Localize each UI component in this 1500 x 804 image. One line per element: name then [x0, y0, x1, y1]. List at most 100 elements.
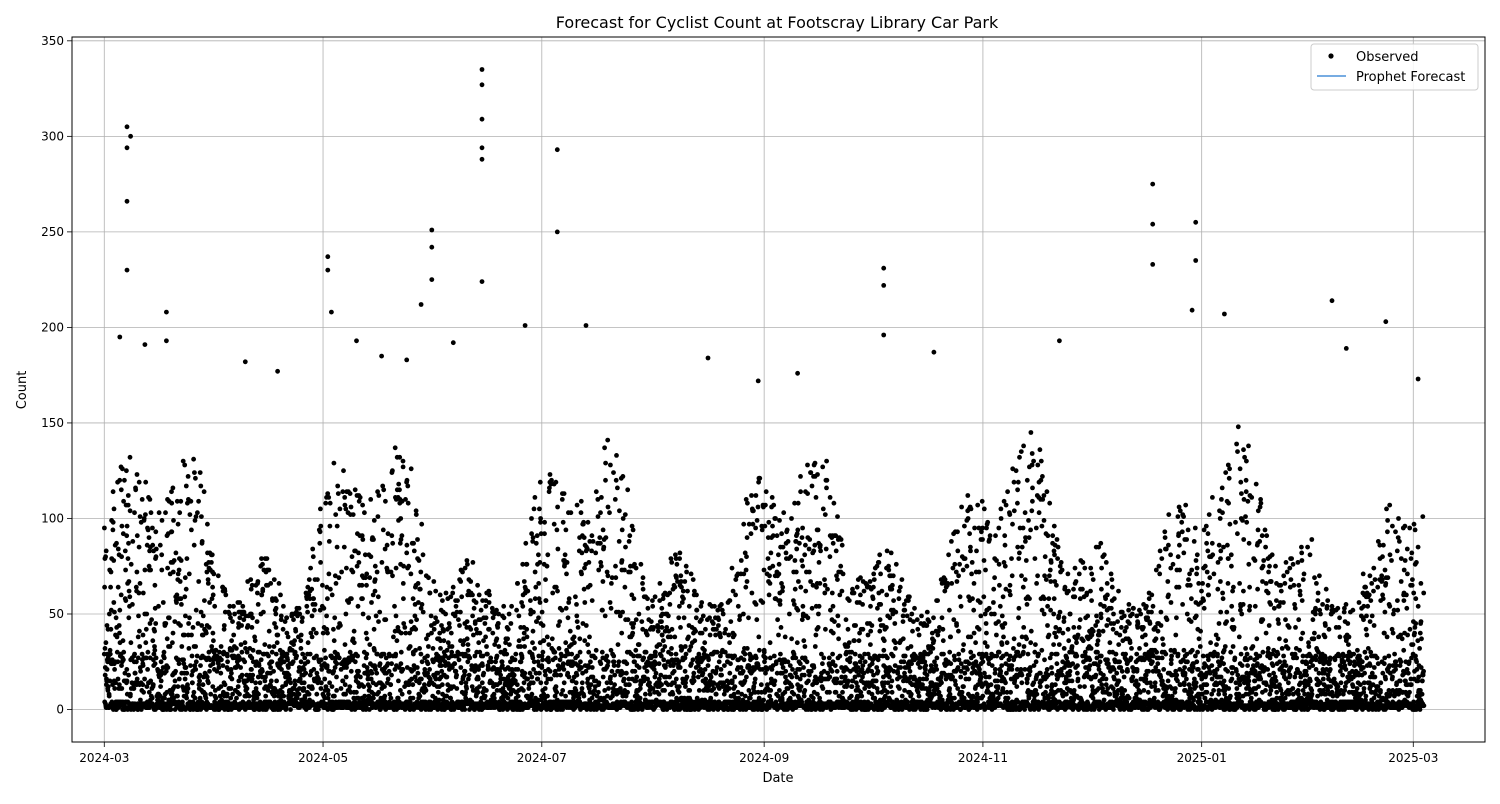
observed-point [229, 686, 234, 691]
observed-point [443, 612, 448, 617]
observed-point [520, 656, 525, 661]
observed-point [365, 636, 370, 641]
observed-point [697, 688, 702, 693]
observed-point [397, 455, 402, 460]
observed-point [574, 602, 579, 607]
observed-point [376, 690, 381, 695]
observed-point [205, 522, 210, 527]
observed-point [267, 644, 272, 649]
observed-point [373, 577, 378, 582]
observed-point [451, 585, 456, 590]
observed-point [378, 661, 383, 666]
observed-point [661, 657, 666, 662]
observed-point [240, 673, 245, 678]
observed-point [129, 640, 134, 645]
observed-point [421, 610, 426, 615]
observed-point [263, 694, 268, 699]
observed-point [487, 627, 492, 632]
observed-point [687, 688, 692, 693]
observed-point [603, 461, 608, 466]
observed-point [797, 541, 802, 546]
observed-point [554, 684, 559, 689]
observed-point [840, 589, 845, 594]
observed-point [641, 587, 646, 592]
observed-point [634, 566, 639, 571]
observed-point [659, 619, 664, 624]
observed-point [250, 625, 255, 630]
observed-point [286, 635, 291, 640]
observed-point [522, 579, 527, 584]
observed-point [502, 615, 507, 620]
observed-point [326, 495, 331, 500]
observed-point [565, 560, 570, 565]
observed-point [135, 472, 140, 477]
observed-point [637, 654, 642, 659]
observed-point [776, 552, 781, 557]
observed-point [721, 612, 726, 617]
observed-point [599, 564, 604, 569]
observed-point [587, 635, 592, 640]
observed-point [689, 572, 694, 577]
observed-point [400, 692, 405, 697]
observed-point [167, 615, 172, 620]
observed-point [268, 581, 273, 586]
observed-point [604, 535, 609, 540]
observed-point [746, 615, 751, 620]
observed-point [623, 585, 628, 590]
observed-point [176, 522, 181, 527]
observed-point [111, 520, 116, 525]
observed-point [712, 604, 717, 609]
observed-point [627, 682, 632, 687]
observed-point [332, 638, 337, 643]
observed-point [380, 560, 385, 565]
observed-point [232, 612, 237, 617]
observed-point [297, 606, 302, 611]
observed-point [366, 615, 371, 620]
observed-point [418, 587, 423, 592]
observed-point [666, 614, 671, 619]
observed-point [447, 625, 452, 630]
observed-point [272, 577, 277, 582]
observed-point [484, 604, 489, 609]
observed-point [749, 493, 754, 498]
observed-point [437, 698, 442, 703]
observed-point [525, 589, 530, 594]
observed-point [789, 675, 794, 680]
observed-point [702, 648, 707, 653]
observed-point [457, 623, 462, 628]
observed-point [169, 529, 174, 534]
observed-point [256, 692, 261, 697]
observed-point [739, 558, 744, 563]
observed-point [339, 686, 344, 691]
observed-point [810, 484, 815, 489]
observed-point [478, 631, 483, 636]
observed-point [367, 642, 372, 647]
observed-point [394, 566, 399, 571]
observed-point [293, 682, 298, 687]
observed-point [189, 633, 194, 638]
observed-point [515, 682, 520, 687]
observed-point [236, 684, 241, 689]
observed-point [818, 549, 823, 554]
observed-point [806, 615, 811, 620]
observed-point [744, 554, 749, 559]
observed-point [410, 682, 415, 687]
observed-point [496, 644, 501, 649]
observed-point [575, 619, 580, 624]
observed-point [104, 640, 109, 645]
observed-point [372, 518, 377, 523]
observed-point [622, 568, 627, 573]
observed-point [328, 524, 333, 529]
observed-point [323, 501, 328, 506]
observed-point [675, 562, 680, 567]
observed-point [202, 489, 207, 494]
observed-point [159, 568, 164, 573]
observed-point [431, 579, 436, 584]
observed-point [589, 549, 594, 554]
observed-point [514, 608, 519, 613]
observed-point [574, 680, 579, 685]
observed-point [158, 684, 163, 689]
observed-point [247, 694, 252, 699]
observed-point [313, 602, 318, 607]
observed-point [531, 629, 536, 634]
